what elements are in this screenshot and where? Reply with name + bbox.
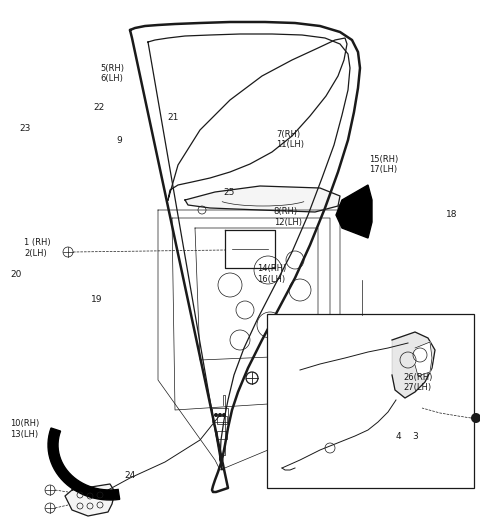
Polygon shape [392, 332, 435, 398]
FancyBboxPatch shape [267, 314, 474, 488]
Text: 8(RH)
12(LH): 8(RH) 12(LH) [274, 207, 301, 227]
Polygon shape [65, 484, 115, 516]
Circle shape [222, 413, 226, 417]
Text: 21: 21 [167, 113, 179, 123]
Polygon shape [48, 428, 120, 500]
Text: 20: 20 [11, 269, 22, 279]
Text: 7(RH)
11(LH): 7(RH) 11(LH) [276, 130, 304, 149]
Text: 24: 24 [125, 471, 136, 480]
Text: 15(RH)
17(LH): 15(RH) 17(LH) [369, 155, 398, 174]
Text: 5(RH)
6(LH): 5(RH) 6(LH) [101, 64, 125, 83]
Polygon shape [336, 185, 372, 238]
Text: 25: 25 [224, 188, 235, 197]
Text: 9: 9 [117, 136, 122, 145]
Polygon shape [415, 342, 432, 376]
Circle shape [471, 413, 480, 423]
Text: 22: 22 [94, 103, 105, 112]
Text: 3: 3 [412, 432, 418, 442]
Text: 10(RH)
13(LH): 10(RH) 13(LH) [10, 419, 39, 439]
Circle shape [214, 413, 218, 417]
Text: 4: 4 [396, 432, 402, 442]
Text: 1 (RH)
2(LH): 1 (RH) 2(LH) [24, 238, 50, 258]
Text: 19: 19 [91, 295, 103, 305]
Text: 23: 23 [20, 124, 31, 133]
Text: 18: 18 [446, 210, 458, 219]
Text: 14(RH)
16(LH): 14(RH) 16(LH) [257, 264, 286, 284]
Text: 26(RH)
27(LH): 26(RH) 27(LH) [403, 373, 432, 392]
Circle shape [218, 413, 222, 417]
Polygon shape [185, 186, 340, 212]
